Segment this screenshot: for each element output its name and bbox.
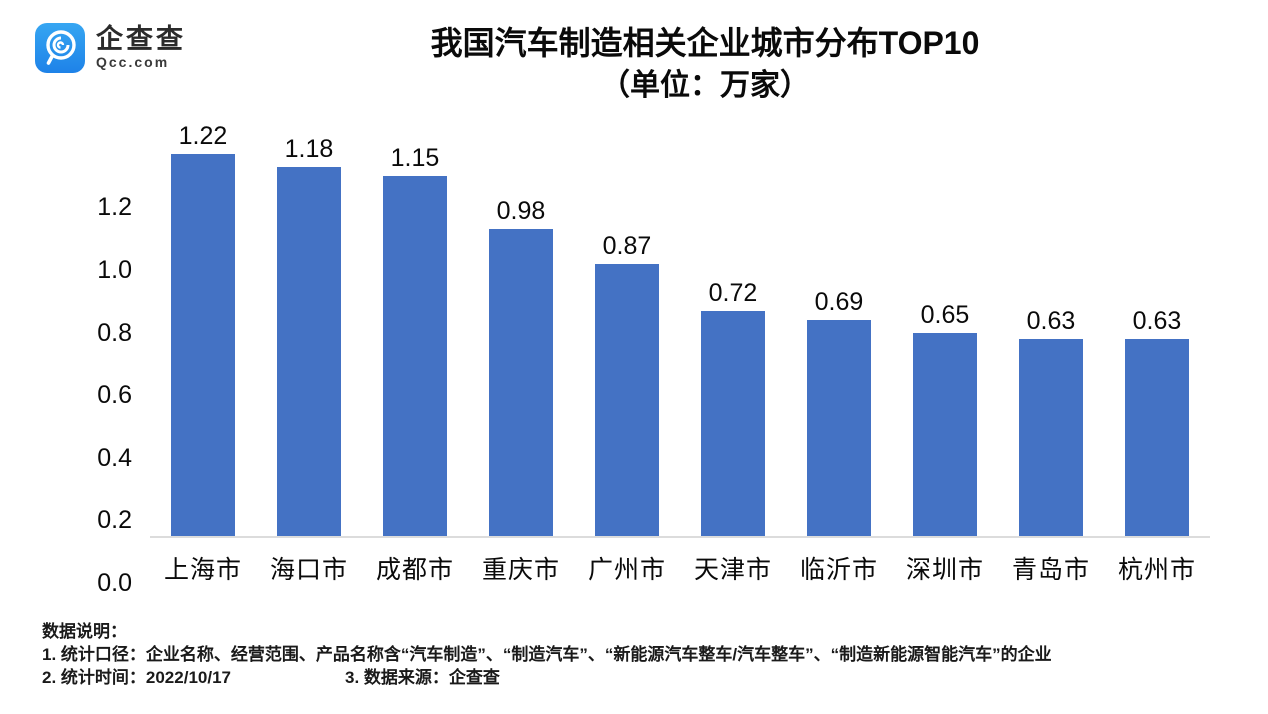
bar-group: 0.69 [786, 290, 892, 536]
bar [277, 167, 341, 536]
bar-group: 0.65 [892, 303, 998, 536]
x-axis-label: 上海市 [163, 556, 242, 584]
bar-group: 1.18 [256, 137, 362, 536]
bar-value-label: 0.63 [1026, 307, 1076, 335]
y-axis-tick: 0.0 [97, 569, 132, 597]
bar-value-label: 0.69 [814, 288, 864, 316]
logo-domain: Qcc.com [96, 54, 170, 71]
bar-group: 0.72 [680, 281, 786, 536]
bar [701, 311, 765, 536]
bar-group: 0.63 [1104, 309, 1210, 536]
bar [807, 320, 871, 536]
x-axis-label: 天津市 [693, 556, 772, 584]
bar-value-label: 0.63 [1132, 307, 1182, 335]
bar-chart: 0.0 0.2 0.4 0.6 0.8 1.0 1.2 1.22 1.18 1.15 0.98 0.… [97, 118, 1210, 596]
y-axis-tick: 1.0 [97, 256, 132, 284]
bar-group: 1.22 [150, 124, 256, 536]
bar-value-label: 0.98 [496, 197, 546, 225]
notes-heading: 数据说明： [42, 622, 127, 641]
notes-line1: 1. 统计口径：企业名称、经营范围、产品名称含“汽车制造”、“制造汽车”、“新能… [42, 645, 1052, 664]
x-axis-label: 青岛市 [1011, 556, 1090, 584]
notes-line2: 2. 统计时间：2022/10/17 3. 数据来源：企查查 [42, 666, 1052, 689]
x-axis-label: 临沂市 [799, 556, 878, 584]
chart-title-block: 我国汽车制造相关企业城市分布TOP10 （单位：万家） [160, 24, 1250, 105]
bar-value-label: 1.15 [390, 144, 440, 172]
y-axis-tick: 0.4 [97, 444, 132, 472]
x-axis-label: 深圳市 [905, 556, 984, 584]
data-notes: 数据说明： 1. 统计口径：企业名称、经营范围、产品名称含“汽车制造”、“制造汽… [42, 620, 1052, 689]
x-axis-label: 广州市 [587, 556, 666, 584]
bar [489, 229, 553, 536]
qcc-logo: 企查查 Qcc.com [34, 22, 186, 74]
bar [1019, 339, 1083, 536]
y-axis-tick: 0.2 [97, 506, 132, 534]
x-axis-labels: 上海市 海口市 成都市 重庆市 广州市 天津市 临沂市 深圳市 青岛市 杭州市 [150, 550, 1210, 586]
bar-group: 0.87 [574, 234, 680, 536]
y-axis-tick: 1.2 [97, 193, 132, 221]
bar [595, 264, 659, 536]
bar [1125, 339, 1189, 536]
bar-value-label: 1.18 [284, 135, 334, 163]
logo-text: 企查查 Qcc.com [96, 23, 186, 71]
bar-group: 0.98 [468, 199, 574, 536]
chart-subtitle: （单位：万家） [600, 69, 810, 103]
logo-name: 企查查 [96, 23, 186, 54]
bar [383, 176, 447, 536]
qcc-magnifier-icon [35, 23, 85, 73]
bar [913, 333, 977, 536]
x-axis-label: 海口市 [269, 556, 348, 584]
x-axis-label: 重庆市 [481, 556, 560, 584]
bar-value-label: 0.72 [708, 279, 758, 307]
y-axis: 0.0 0.2 0.4 0.6 0.8 1.0 1.2 [70, 164, 150, 596]
y-axis-tick: 0.8 [97, 319, 132, 347]
bar-group: 1.15 [362, 146, 468, 536]
plot-area: 1.22 1.18 1.15 0.98 0.87 0.72 0.69 0.65 0.63 0.63 [150, 118, 1210, 538]
notes-stat-time: 2. 统计时间：2022/10/17 [42, 668, 231, 687]
y-axis-tick: 0.6 [97, 381, 132, 409]
bar-group: 0.63 [998, 309, 1104, 536]
x-axis-label: 杭州市 [1117, 556, 1196, 584]
bar [171, 154, 235, 536]
bar-value-label: 0.65 [920, 301, 970, 329]
notes-data-source: 3. 数据来源：企查查 [345, 668, 500, 687]
chart-title: 我国汽车制造相关企业城市分布TOP10 [430, 25, 980, 61]
x-axis-label: 成都市 [375, 556, 454, 584]
bar-value-label: 1.22 [178, 122, 228, 150]
bar-value-label: 0.87 [602, 232, 652, 260]
